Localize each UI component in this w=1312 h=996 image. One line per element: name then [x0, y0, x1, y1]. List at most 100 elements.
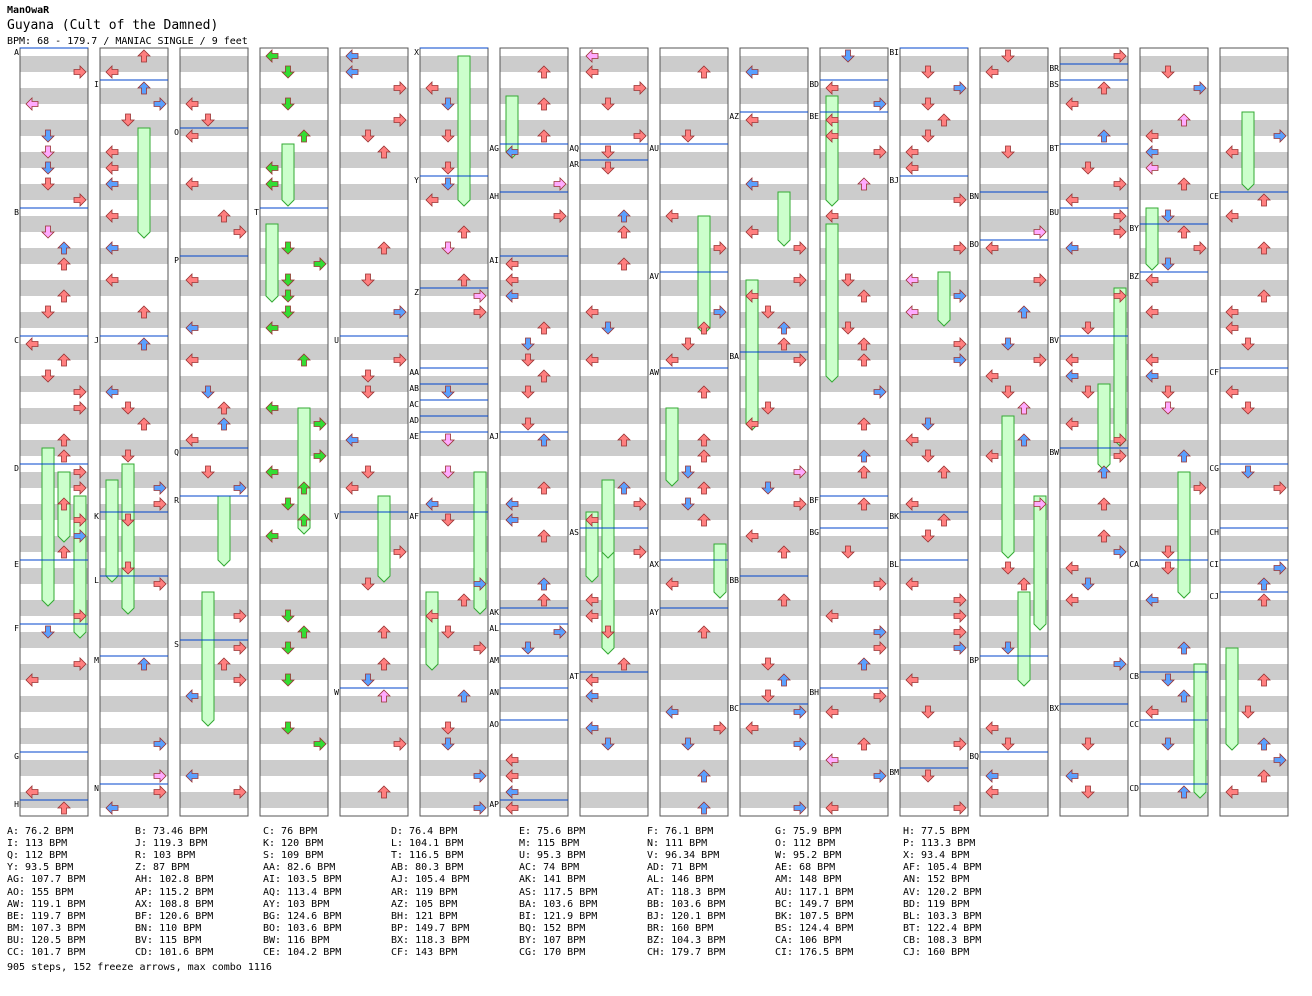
chart-column: X Y Z AA AB AC AD AE AF — [409, 47, 489, 817]
step-arrow — [697, 65, 711, 79]
step-arrow — [857, 657, 871, 671]
freeze-arrow — [73, 495, 87, 639]
freeze-arrow — [1017, 591, 1031, 687]
step-arrow — [985, 785, 999, 799]
bpm-entry: X: 93.4 BPM — [903, 850, 970, 862]
step-arrow — [1193, 241, 1207, 255]
step-arrow — [297, 481, 311, 495]
step-arrow — [1145, 129, 1159, 143]
freeze-arrow — [425, 591, 439, 671]
step-arrow — [1145, 273, 1159, 287]
step-arrow — [1081, 321, 1095, 335]
step-arrow — [1017, 433, 1031, 447]
bpm-marker-label: BC — [729, 704, 739, 713]
step-arrow — [921, 417, 935, 431]
step-arrow — [233, 785, 247, 799]
bpm-entry: N: 111 BPM — [647, 838, 708, 850]
step-arrow — [617, 433, 631, 447]
step-arrow — [521, 641, 535, 655]
bpm-entry: R: 103 BPM — [135, 850, 196, 862]
bpm-marker-label: BM — [889, 768, 899, 777]
chart-column: BR BS BT BU BV BW BX — [1049, 47, 1129, 817]
step-arrow — [25, 337, 39, 351]
step-arrow — [857, 465, 871, 479]
step-arrow — [537, 577, 551, 591]
step-arrow — [1241, 337, 1255, 351]
step-arrow — [921, 65, 935, 79]
bpm-entry: CG: 170 BPM — [519, 947, 586, 958]
bpm-entry: AW: 119.1 BPM — [7, 898, 86, 910]
bpm-marker-label: BG — [809, 528, 819, 537]
step-arrow — [985, 449, 999, 463]
step-arrow — [1001, 641, 1015, 655]
bpm-marker-label: BO — [969, 240, 979, 249]
step-arrow — [233, 673, 247, 687]
step-arrow — [25, 785, 39, 799]
step-arrow — [121, 401, 135, 415]
bpm-entry: BV: 115 BPM — [135, 934, 202, 946]
step-arrow — [393, 113, 407, 127]
chart-column: BY BZ CA CB CC CD — [1129, 47, 1209, 817]
step-arrow — [681, 737, 695, 751]
bpm-marker-label: CI — [1209, 560, 1219, 569]
step-arrow — [393, 545, 407, 559]
step-arrow — [1033, 225, 1047, 239]
freeze-arrow — [1225, 647, 1239, 751]
step-arrow — [745, 177, 759, 191]
step-arrow — [57, 289, 71, 303]
step-arrow — [1113, 289, 1127, 303]
step-arrow — [537, 369, 551, 383]
step-arrow — [521, 337, 535, 351]
freeze-arrow — [1001, 415, 1015, 559]
step-arrow — [457, 225, 471, 239]
bpm-entry: AC: 74 BPM — [519, 862, 580, 874]
freeze-arrow — [505, 95, 519, 159]
bpm-marker-label: E — [14, 560, 19, 569]
step-arrow — [1177, 225, 1191, 239]
step-arrow — [41, 145, 55, 159]
step-arrow — [313, 449, 327, 463]
bpm-entry: B: 73.46 BPM — [135, 826, 208, 837]
chart-column: T — [254, 47, 329, 817]
step-arrow — [873, 97, 887, 111]
step-arrow — [1273, 753, 1287, 767]
step-arrow — [377, 785, 391, 799]
step-arrow — [681, 337, 695, 351]
bpm-entry: AF: 105.4 BPM — [903, 862, 982, 874]
bpm-marker-label: BZ — [1129, 272, 1139, 281]
step-arrow — [617, 481, 631, 495]
chart-column: AQ AR AS AT — [569, 47, 649, 817]
step-arrow — [585, 593, 599, 607]
step-arrow — [953, 81, 967, 95]
step-arrow — [1241, 465, 1255, 479]
bpm-marker-label: AG — [489, 144, 499, 153]
step-arrow — [745, 289, 759, 303]
bpm-marker-label: AV — [649, 272, 659, 281]
freeze-arrow — [121, 463, 135, 615]
bpm-marker-label: BA — [729, 352, 739, 361]
step-arrow — [137, 49, 151, 63]
step-arrow — [1065, 417, 1079, 431]
step-arrow — [185, 273, 199, 287]
bpm-entry: BD: 119 BPM — [903, 898, 970, 910]
bpm-entry: Z: 87 BPM — [135, 862, 190, 874]
step-arrow — [1161, 385, 1175, 399]
bpm-marker-label: BE — [809, 112, 819, 121]
step-arrow — [841, 273, 855, 287]
step-arrow — [857, 497, 871, 511]
step-arrow — [905, 433, 919, 447]
bpm-entry: BO: 103.6 BPM — [263, 922, 342, 934]
step-arrow — [585, 305, 599, 319]
step-arrow — [825, 609, 839, 623]
step-arrow — [73, 193, 87, 207]
freeze-arrow — [1145, 207, 1159, 271]
step-arrow — [873, 577, 887, 591]
step-arrow — [137, 305, 151, 319]
step-arrow — [473, 577, 487, 591]
step-arrow — [617, 257, 631, 271]
step-arrow — [1273, 481, 1287, 495]
bpm-entry: CH: 179.7 BPM — [647, 947, 726, 958]
step-arrow — [745, 65, 759, 79]
step-arrow — [185, 769, 199, 783]
step-arrow — [825, 129, 839, 143]
